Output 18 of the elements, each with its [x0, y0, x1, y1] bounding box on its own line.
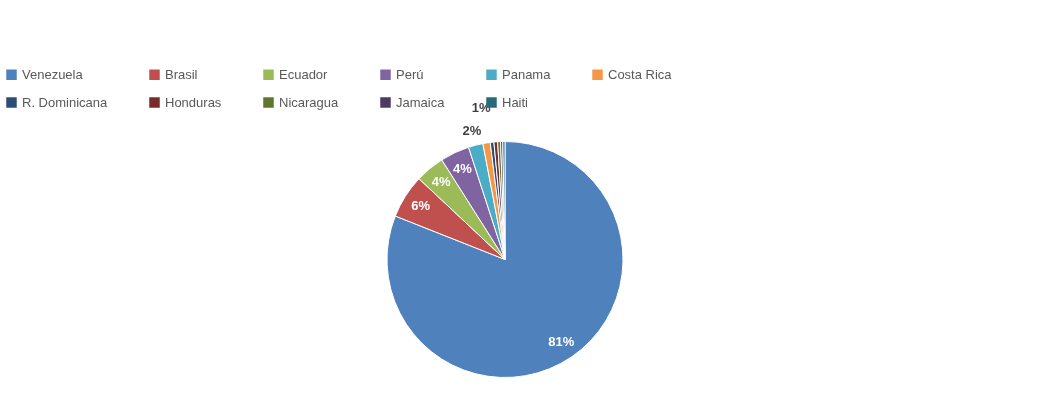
- legend-label: Haiti: [502, 94, 529, 110]
- legend-label: Ecuador: [279, 66, 329, 82]
- pie-slice: [386, 141, 624, 378]
- legend-label: R. Dominicana: [22, 94, 109, 110]
- legend-label: Panama: [502, 66, 552, 82]
- data-label: 4%: [453, 161, 473, 177]
- data-label: 4%: [431, 174, 452, 190]
- legend-label: Perú: [396, 66, 424, 82]
- data-label: 81%: [548, 334, 575, 350]
- data-label: 1%: [471, 100, 491, 116]
- legend-label: Nicaragua: [279, 94, 340, 110]
- legend-label: Jamaica: [396, 94, 446, 110]
- data-label: 2%: [462, 122, 482, 138]
- legend-label: Costa Rica: [608, 66, 673, 82]
- legend-label: Venezuela: [22, 66, 84, 82]
- data-label: 6%: [411, 197, 431, 213]
- legend-label: Brasil: [165, 66, 198, 82]
- legend-label: Honduras: [165, 94, 222, 110]
